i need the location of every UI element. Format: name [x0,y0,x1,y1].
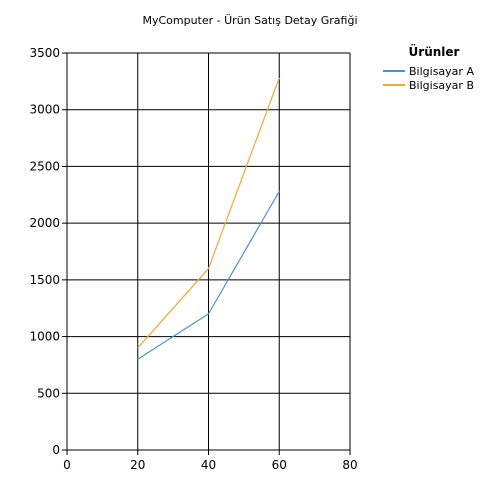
y-tick-label: 2500 [29,159,60,173]
series-lines [137,77,280,360]
legend-label: Bilgisayar A [409,65,474,78]
grid [67,52,351,450]
y-tick-label: 3500 [29,46,60,60]
y-tick-label: 1000 [29,330,60,344]
x-tick-label: 20 [130,458,145,472]
legend-label: Bilgisayar B [409,79,474,92]
y-tick-labels: 0 500 1000 1500 2000 2500 3000 3500 [29,46,60,457]
x-tick-label: 60 [272,458,287,472]
x-tick-label: 0 [63,458,71,472]
chart-title: MyComputer - Ürün Satış Detay Grafiği [142,14,357,27]
y-tick-label: 0 [52,443,60,457]
x-tick-label: 80 [342,458,357,472]
y-tick-label: 2000 [29,216,60,230]
x-tick-labels: 0 20 40 60 80 [63,458,357,472]
x-tick-label: 40 [201,458,216,472]
y-tick-label: 500 [37,386,60,400]
axes [62,52,351,455]
y-tick-label: 1500 [29,273,60,287]
legend-title: Ürünler [409,44,460,59]
y-tick-label: 3000 [29,103,60,117]
